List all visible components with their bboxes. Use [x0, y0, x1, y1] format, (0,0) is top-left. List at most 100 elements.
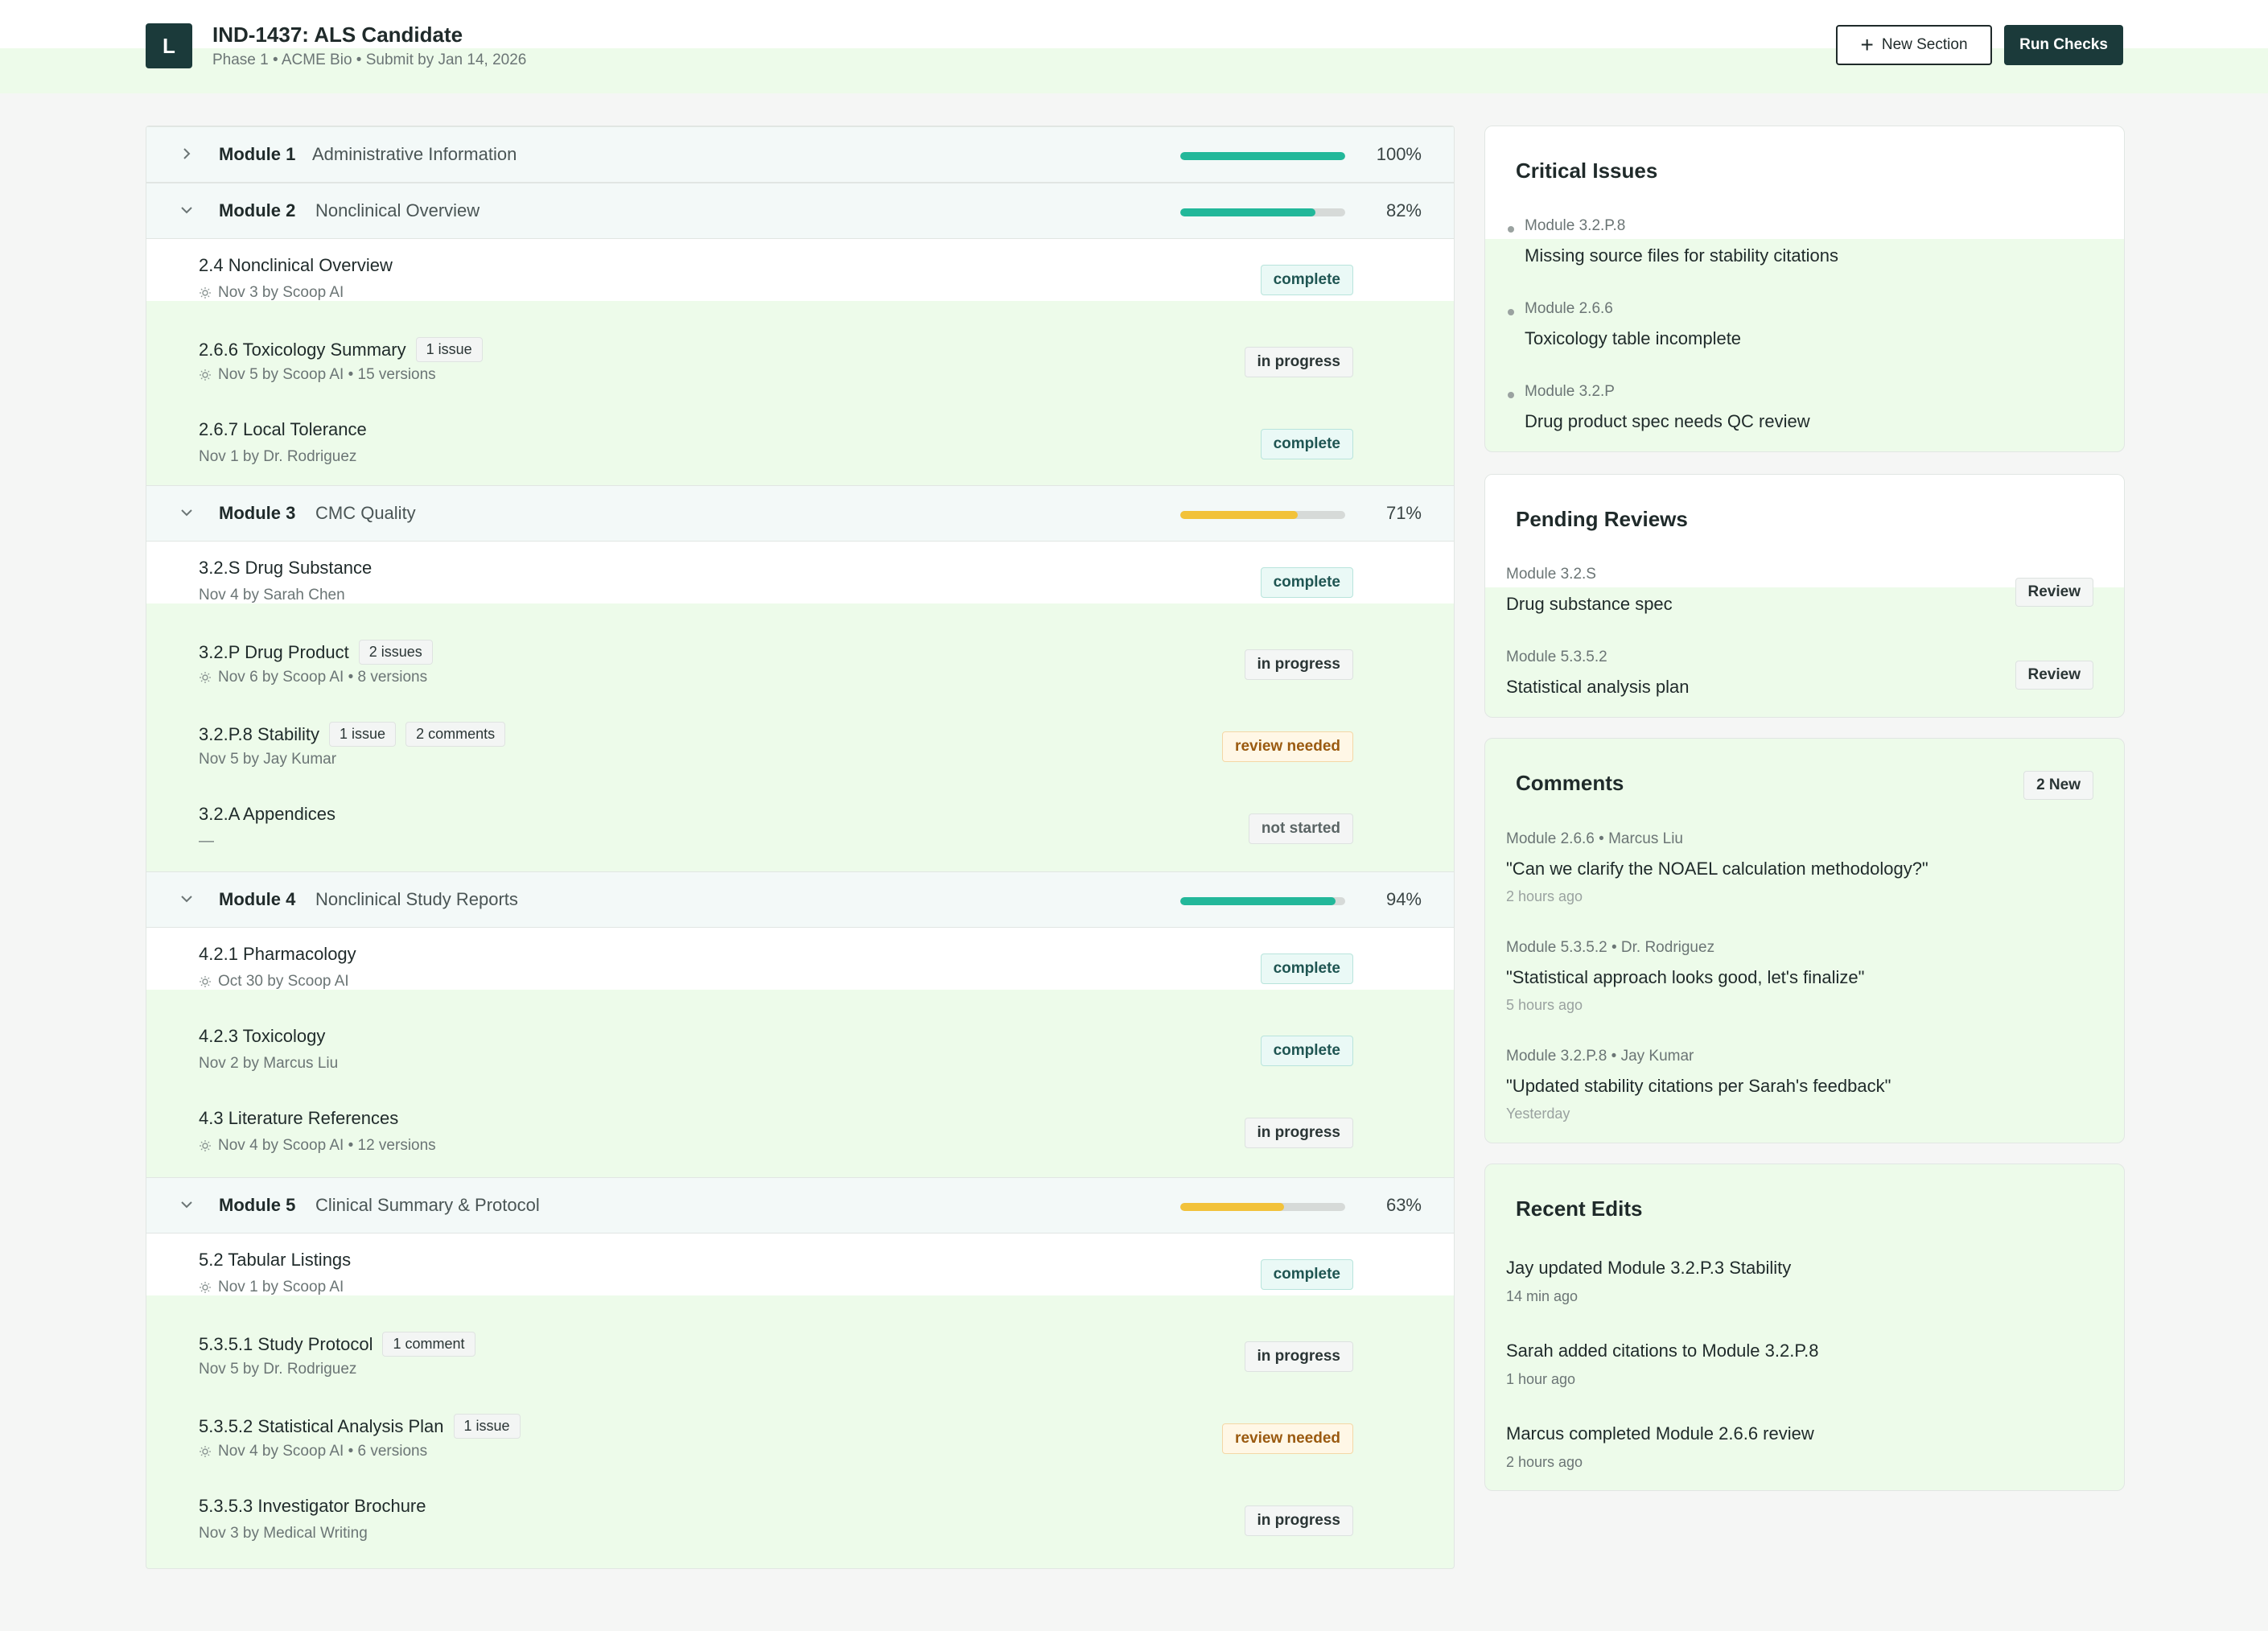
module-row-3[interactable]: Module 3 CMC Quality 71% — [146, 485, 1454, 542]
item-meta: Nov 2 by Marcus Liu — [199, 1055, 339, 1072]
chevron-right-icon[interactable] — [179, 146, 195, 162]
item-title: 2.6.7 Local Tolerance — [199, 419, 367, 439]
module-row-1[interactable]: Module 1 Administrative Information 100% — [146, 126, 1454, 183]
ai-sparkle-icon — [200, 672, 211, 683]
module-row-4[interactable]: Module 4 Nonclinical Study Reports 94% — [146, 871, 1454, 928]
list-item[interactable]: 3.2.A Appendices — not started — [146, 788, 1454, 870]
list-item[interactable]: 3.2.P.8 Stability 1 issue 2 comments Nov 5… — [146, 706, 1454, 788]
issue-text[interactable]: Drug product spec needs QC review — [1525, 411, 1810, 431]
status-badge: in progress — [1244, 1505, 1353, 1536]
recent-edits-panel: Recent Edits Jay updated Module 3.2.P.3 … — [1484, 1164, 2125, 1491]
item-meta: Nov 1 by Scoop AI — [218, 1279, 344, 1295]
comment-chip[interactable]: 1 comment — [382, 1332, 475, 1357]
issue-module: Module 3.2.P.8 — [1525, 217, 1626, 234]
list-item[interactable]: 4.2.1 Pharmacology Oct 30 by Scoop AI co… — [146, 928, 1454, 1010]
module-desc: Nonclinical Overview — [315, 200, 480, 220]
module-row-5[interactable]: Module 5 Clinical Summary & Protocol 63% — [146, 1177, 1454, 1234]
module-progress-bar — [1180, 511, 1345, 519]
chevron-down-icon[interactable] — [179, 1196, 195, 1213]
issue-text[interactable]: Missing source files for stability citat… — [1525, 245, 1839, 266]
item-meta: Nov 5 by Scoop AI • 15 versions — [218, 366, 436, 383]
panel-title: Pending Reviews — [1516, 507, 1688, 531]
pending-reviews-panel: Pending Reviews Module 3.2.S Drug substa… — [1484, 474, 2125, 718]
item-meta: Oct 30 by Scoop AI — [218, 973, 349, 990]
list-item[interactable]: 2.6.7 Local Tolerance Nov 1 by Dr. Rodri… — [146, 403, 1454, 485]
run-checks-button[interactable]: Run Checks — [2004, 25, 2123, 65]
list-item[interactable]: 2.6.6 Toxicology Summary 1 issue Nov 5 by… — [146, 321, 1454, 403]
ai-sparkle-icon — [200, 976, 211, 987]
comment-text[interactable]: "Updated stability citations per Sarah's… — [1506, 1076, 1891, 1096]
module-progress-bar — [1180, 1203, 1345, 1211]
review-module: Module 5.3.5.2 — [1506, 649, 1607, 665]
panel-title: Recent Edits — [1516, 1196, 1643, 1221]
new-section-button[interactable]: + New Section — [1836, 25, 1992, 65]
item-title: 3.2.P Drug Product — [199, 642, 349, 662]
item-title: 5.3.5.1 Study Protocol — [199, 1334, 373, 1354]
item-title: 3.2.A Appendices — [199, 804, 336, 824]
bullet-icon — [1508, 309, 1514, 315]
review-text: Drug substance spec — [1506, 594, 1673, 614]
chevron-down-icon[interactable] — [179, 891, 195, 907]
comment-text[interactable]: "Can we clarify the NOAEL calculation me… — [1506, 859, 1928, 879]
issue-chip[interactable]: 2 issues — [358, 640, 433, 665]
module-progress-bar — [1180, 152, 1345, 160]
module-progress-label: 100% — [1376, 144, 1422, 164]
item-meta: Nov 5 by Dr. Rodriguez — [199, 1361, 357, 1378]
module-progress-bar — [1180, 897, 1345, 905]
module-desc: Administrative Information — [312, 144, 517, 164]
edit-time: 1 hour ago — [1506, 1371, 1576, 1387]
status-badge: in progress — [1244, 1341, 1353, 1372]
item-title: 5.2 Tabular Listings — [199, 1250, 352, 1270]
item-title: 3.2.P.8 Stability — [199, 724, 320, 744]
module-desc: CMC Quality — [315, 503, 416, 523]
chevron-down-icon[interactable] — [179, 505, 195, 521]
page-title: IND-1437: ALS Candidate — [212, 23, 463, 47]
ai-sparkle-icon — [200, 1140, 211, 1151]
item-meta: Nov 4 by Scoop AI • 12 versions — [218, 1137, 436, 1154]
list-item[interactable]: 3.2.P Drug Product 2 issues Nov 6 by Scoo… — [146, 624, 1454, 706]
comment-chip[interactable]: 2 comments — [405, 722, 506, 747]
review-button[interactable]: Review — [2015, 578, 2093, 607]
issue-chip[interactable]: 1 issue — [329, 722, 397, 747]
top-header: L IND-1437: ALS Candidate Phase 1 • ACME… — [0, 0, 2268, 93]
list-item[interactable]: 5.2 Tabular Listings Nov 1 by Scoop AI c… — [146, 1234, 1454, 1316]
issue-text[interactable]: Toxicology table incomplete — [1525, 328, 1742, 348]
ai-sparkle-icon — [200, 369, 211, 381]
new-comments-badge[interactable]: 2 New — [2023, 771, 2093, 800]
list-item[interactable]: 4.3 Literature References Nov 4 by Scoop… — [146, 1092, 1454, 1174]
module-progress-label: 63% — [1385, 1195, 1422, 1215]
edit-time: 2 hours ago — [1506, 1454, 1583, 1470]
list-item[interactable]: 5.3.5.3 Investigator Brochure Nov 3 by M… — [146, 1480, 1454, 1562]
status-badge: complete — [1260, 1259, 1353, 1290]
ai-sparkle-icon — [200, 287, 211, 299]
list-item[interactable]: 3.2.S Drug Substance Nov 4 by Sarah Chen… — [146, 542, 1454, 624]
item-meta: Nov 1 by Dr. Rodriguez — [199, 448, 357, 465]
status-badge: in progress — [1244, 649, 1353, 680]
issue-module: Module 2.6.6 — [1525, 300, 1613, 317]
status-badge: not started — [1248, 813, 1353, 844]
comment-time: 2 hours ago — [1506, 888, 1583, 904]
edit-text[interactable]: Sarah added citations to Module 3.2.P.8 — [1506, 1341, 1819, 1361]
status-badge: complete — [1260, 429, 1353, 459]
issue-chip[interactable]: 1 issue — [453, 1414, 521, 1439]
comment-text[interactable]: "Statistical approach looks good, let's … — [1506, 967, 1865, 987]
review-button[interactable]: Review — [2015, 661, 2093, 690]
edit-text[interactable]: Marcus completed Module 2.6.6 review — [1506, 1423, 1814, 1444]
edit-text[interactable]: Jay updated Module 3.2.P.3 Stability — [1506, 1258, 1792, 1278]
progress-fill — [1180, 208, 1316, 216]
status-badge: complete — [1260, 1036, 1353, 1066]
list-item[interactable]: 5.3.5.2 Statistical Analysis Plan 1 issue… — [146, 1398, 1454, 1480]
item-meta: Nov 5 by Jay Kumar — [199, 751, 337, 768]
module-name: Module 3 — [219, 503, 296, 523]
list-item[interactable]: 4.2.3 Toxicology Nov 2 by Marcus Liu com… — [146, 1010, 1454, 1092]
list-item[interactable]: 2.4 Nonclinical Overview Nov 3 by Scoop … — [146, 239, 1454, 321]
module-desc: Clinical Summary & Protocol — [315, 1195, 540, 1215]
list-item[interactable]: 5.3.5.1 Study Protocol 1 comment Nov 5 by… — [146, 1316, 1454, 1398]
status-badge: complete — [1260, 265, 1353, 295]
module-progress-label: 82% — [1385, 200, 1422, 220]
chevron-down-icon[interactable] — [179, 202, 195, 218]
issue-chip[interactable]: 1 issue — [415, 337, 483, 362]
progress-fill — [1180, 511, 1298, 519]
item-title: 5.3.5.2 Statistical Analysis Plan — [199, 1416, 444, 1436]
module-row-2[interactable]: Module 2 Nonclinical Overview 82% — [146, 183, 1454, 239]
